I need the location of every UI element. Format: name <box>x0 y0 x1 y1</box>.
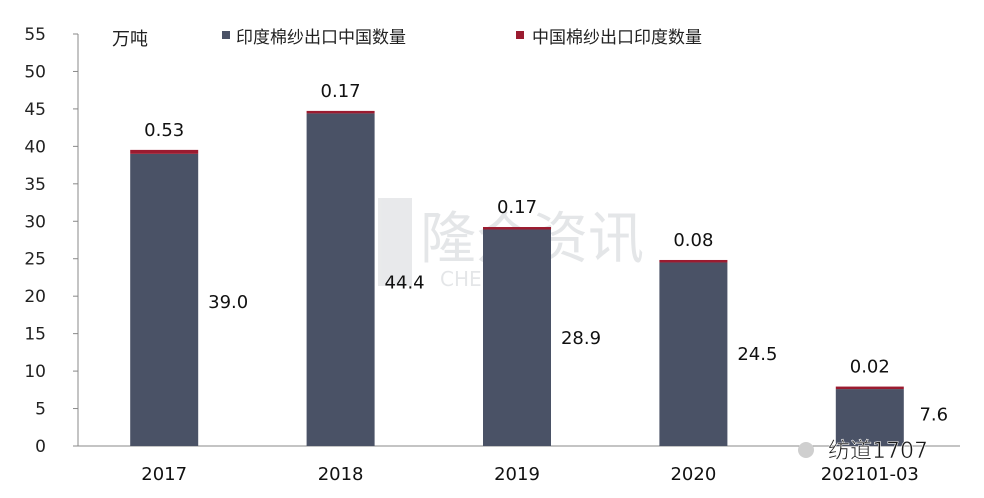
bar-series-1 <box>130 153 199 446</box>
wechat-icon <box>798 442 814 458</box>
bar-series-2 <box>130 149 199 154</box>
data-label-series-1: 28.9 <box>561 328 601 349</box>
legend-swatch-series-2 <box>516 31 524 39</box>
bar-series-1 <box>483 229 551 446</box>
y-tick-label: 45 <box>24 100 46 120</box>
data-label-series-1: 7.6 <box>919 405 948 426</box>
bar-series-1 <box>659 262 728 446</box>
data-label-series-1: 44.4 <box>385 272 425 293</box>
x-tick-label: 2017 <box>141 464 187 485</box>
footer-badge-text: 纺道1707 <box>828 439 928 464</box>
axes-layer: 0 5 10 15 20 25 30 35 40 45 50 55 <box>24 25 960 457</box>
x-tick-label: 2020 <box>670 464 716 485</box>
y-tick-label: 10 <box>24 362 46 382</box>
legend-label-series-2: 中国棉纱出口印度数量 <box>532 28 702 48</box>
data-label-series-1: 24.5 <box>737 344 777 365</box>
y-tick-label: 5 <box>35 400 46 420</box>
data-label-series-2: 0.08 <box>673 230 713 251</box>
x-tick-label: 2019 <box>494 464 540 485</box>
bar-series-1 <box>306 113 375 447</box>
y-tick-label: 50 <box>24 62 46 82</box>
legend: 印度棉纱出口中国数量 中国棉纱出口印度数量 <box>222 28 702 48</box>
y-tick-label: 30 <box>24 212 46 232</box>
bar-series-1 <box>835 389 904 446</box>
x-tick-label: 202101-03 <box>821 464 919 485</box>
bar-series-2 <box>306 110 375 114</box>
watermark-logo-icon <box>378 198 412 286</box>
y-tick-label: 25 <box>24 250 46 270</box>
y-tick-label: 55 <box>24 25 46 45</box>
unit-label: 万吨 <box>112 29 148 50</box>
data-label-series-1: 39.0 <box>208 292 248 313</box>
y-tick-label: 40 <box>24 137 46 157</box>
y-tick-label: 0 <box>35 437 46 457</box>
y-tick-label: 35 <box>24 175 46 195</box>
data-label-series-2: 0.17 <box>497 197 537 218</box>
bar-series-2 <box>659 259 728 263</box>
labels-layer: 2017 39.0 0.53 2018 44.4 0.17 2019 28.9 0.17 2020… <box>141 81 948 485</box>
legend-swatch-series-1 <box>222 31 230 39</box>
y-tick-label: 20 <box>24 287 46 307</box>
data-label-series-2: 0.02 <box>850 357 890 378</box>
legend-label-series-1: 印度棉纱出口中国数量 <box>236 28 406 48</box>
bars-layer <box>130 110 904 447</box>
x-tick-label: 2018 <box>318 464 364 485</box>
bar-series-2 <box>483 227 551 230</box>
data-label-series-2: 0.17 <box>321 81 361 102</box>
data-label-series-2: 0.53 <box>144 120 184 141</box>
footer-badge: 纺道1707 <box>798 439 928 464</box>
y-tick-label: 15 <box>24 325 46 345</box>
bar-series-2 <box>835 386 904 390</box>
